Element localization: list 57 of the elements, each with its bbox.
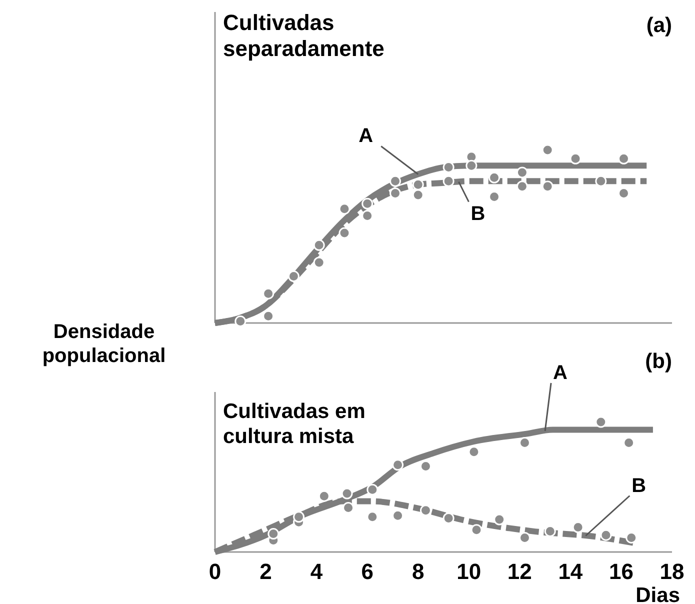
point <box>542 144 554 156</box>
point <box>516 166 528 178</box>
chart-title: Cultivadas separadamente <box>223 10 384 61</box>
point <box>362 210 374 222</box>
point <box>466 160 478 172</box>
point <box>390 175 402 187</box>
point <box>288 270 300 282</box>
x-tick-label: 16 <box>608 559 634 584</box>
point <box>572 522 584 534</box>
point <box>470 524 482 536</box>
point <box>542 180 554 192</box>
point <box>442 175 454 187</box>
point <box>318 490 330 502</box>
point <box>338 203 350 215</box>
series-label: B <box>470 202 486 225</box>
point <box>595 175 607 187</box>
text: A <box>553 362 568 384</box>
point <box>262 288 274 300</box>
point <box>338 227 350 239</box>
point <box>341 488 353 500</box>
text: (b) <box>645 350 672 373</box>
point <box>366 484 378 496</box>
point <box>570 152 582 164</box>
x-tick-label: 4 <box>310 559 324 584</box>
point <box>420 504 432 516</box>
text: B <box>632 474 646 497</box>
x-tick-label: 8 <box>412 559 424 584</box>
text: A <box>358 125 374 148</box>
chart-title: Cultivadas em cultura mista <box>223 400 366 448</box>
point <box>313 239 325 251</box>
point <box>313 256 325 268</box>
x-tick-label: 2 <box>260 559 272 584</box>
point <box>488 172 500 184</box>
x-tick-label: 12 <box>507 559 532 584</box>
point <box>412 189 424 201</box>
point <box>442 512 454 524</box>
point <box>516 180 528 192</box>
x-tick-label: 14 <box>558 559 584 584</box>
point <box>362 198 374 210</box>
point <box>468 446 480 458</box>
point <box>390 188 402 199</box>
point <box>494 514 506 526</box>
x-tick-label: 0 <box>208 559 222 584</box>
point <box>366 511 378 523</box>
point <box>293 511 305 523</box>
point <box>412 178 424 190</box>
point <box>392 459 404 471</box>
text: (a) <box>646 14 672 37</box>
point <box>600 529 612 541</box>
x-tick-label: 6 <box>361 559 374 584</box>
x-tick-label: 18 <box>660 559 684 584</box>
point <box>595 416 607 428</box>
y-axis-title: Densidade populacional <box>42 321 166 367</box>
x-axis-title: Dias <box>636 584 680 604</box>
point <box>262 310 274 322</box>
x-tick-label: 10 <box>456 559 482 584</box>
point <box>268 528 280 540</box>
